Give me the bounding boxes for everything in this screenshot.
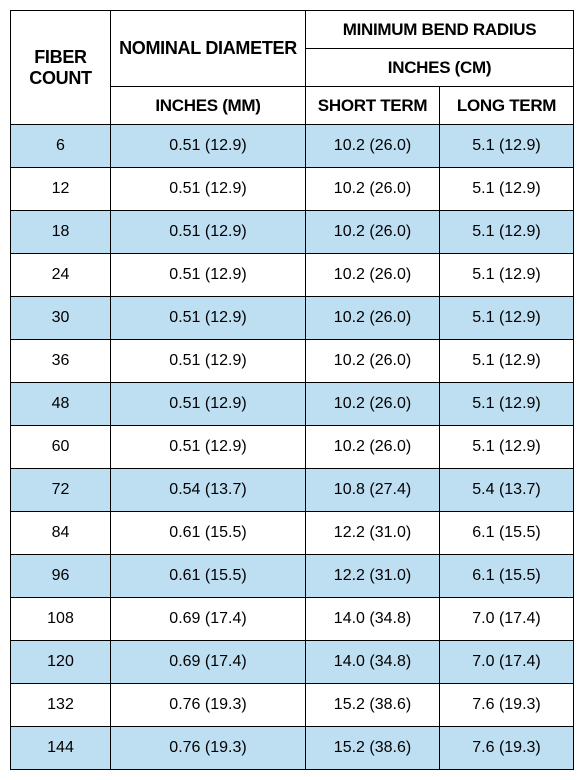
table-row: 300.51 (12.9)10.2 (26.0)5.1 (12.9) <box>11 297 574 340</box>
cell-short-term: 10.2 (26.0) <box>306 125 440 168</box>
table-row: 960.61 (15.5)12.2 (31.0)6.1 (15.5) <box>11 555 574 598</box>
cell-long-term: 5.1 (12.9) <box>440 168 574 211</box>
col-header-min-bend-radius: MINIMUM BEND RADIUS <box>306 11 574 49</box>
cell-fiber-count: 120 <box>11 641 111 684</box>
cell-long-term: 5.4 (13.7) <box>440 469 574 512</box>
table-row: 480.51 (12.9)10.2 (26.0)5.1 (12.9) <box>11 383 574 426</box>
cell-short-term: 10.2 (26.0) <box>306 426 440 469</box>
cell-short-term: 10.2 (26.0) <box>306 383 440 426</box>
cell-short-term: 10.2 (26.0) <box>306 254 440 297</box>
cell-nominal-diameter: 0.51 (12.9) <box>111 426 306 469</box>
cell-fiber-count: 18 <box>11 211 111 254</box>
cell-long-term: 5.1 (12.9) <box>440 211 574 254</box>
cell-short-term: 10.2 (26.0) <box>306 297 440 340</box>
cell-nominal-diameter: 0.51 (12.9) <box>111 254 306 297</box>
table-row: 180.51 (12.9)10.2 (26.0)5.1 (12.9) <box>11 211 574 254</box>
cell-fiber-count: 132 <box>11 684 111 727</box>
cell-nominal-diameter: 0.61 (15.5) <box>111 512 306 555</box>
table-row: 360.51 (12.9)10.2 (26.0)5.1 (12.9) <box>11 340 574 383</box>
cell-long-term: 6.1 (15.5) <box>440 555 574 598</box>
cell-fiber-count: 48 <box>11 383 111 426</box>
cell-short-term: 14.0 (34.8) <box>306 598 440 641</box>
table-row: 1440.76 (19.3)15.2 (38.6)7.6 (19.3) <box>11 727 574 770</box>
table-row: 60.51 (12.9)10.2 (26.0)5.1 (12.9) <box>11 125 574 168</box>
cell-fiber-count: 6 <box>11 125 111 168</box>
table-row: 1200.69 (17.4)14.0 (34.8)7.0 (17.4) <box>11 641 574 684</box>
cell-nominal-diameter: 0.51 (12.9) <box>111 340 306 383</box>
table-row: 720.54 (13.7)10.8 (27.4)5.4 (13.7) <box>11 469 574 512</box>
cell-nominal-diameter: 0.51 (12.9) <box>111 297 306 340</box>
cell-long-term: 7.6 (19.3) <box>440 684 574 727</box>
col-header-short-term: SHORT TERM <box>306 87 440 125</box>
table-row: 600.51 (12.9)10.2 (26.0)5.1 (12.9) <box>11 426 574 469</box>
cell-short-term: 12.2 (31.0) <box>306 512 440 555</box>
cell-short-term: 10.2 (26.0) <box>306 340 440 383</box>
cell-nominal-diameter: 0.51 (12.9) <box>111 383 306 426</box>
cell-fiber-count: 96 <box>11 555 111 598</box>
col-header-long-term: LONG TERM <box>440 87 574 125</box>
cell-fiber-count: 60 <box>11 426 111 469</box>
cell-nominal-diameter: 0.61 (15.5) <box>111 555 306 598</box>
cell-short-term: 15.2 (38.6) <box>306 727 440 770</box>
cell-short-term: 10.2 (26.0) <box>306 168 440 211</box>
cell-short-term: 12.2 (31.0) <box>306 555 440 598</box>
cell-fiber-count: 84 <box>11 512 111 555</box>
cell-long-term: 6.1 (15.5) <box>440 512 574 555</box>
cell-nominal-diameter: 0.76 (19.3) <box>111 684 306 727</box>
col-header-fiber-count: FIBER COUNT <box>11 11 111 125</box>
cell-nominal-diameter: 0.69 (17.4) <box>111 641 306 684</box>
table-body: 60.51 (12.9)10.2 (26.0)5.1 (12.9)120.51 … <box>11 125 574 770</box>
cell-short-term: 14.0 (34.8) <box>306 641 440 684</box>
cell-short-term: 15.2 (38.6) <box>306 684 440 727</box>
cell-long-term: 5.1 (12.9) <box>440 383 574 426</box>
col-header-inches-cm: INCHES (CM) <box>306 49 574 87</box>
table-row: 840.61 (15.5)12.2 (31.0)6.1 (15.5) <box>11 512 574 555</box>
cell-fiber-count: 12 <box>11 168 111 211</box>
cell-fiber-count: 24 <box>11 254 111 297</box>
cell-long-term: 5.1 (12.9) <box>440 125 574 168</box>
cell-long-term: 7.0 (17.4) <box>440 598 574 641</box>
cell-short-term: 10.8 (27.4) <box>306 469 440 512</box>
table-header: FIBER COUNT NOMINAL DIAMETER MINIMUM BEN… <box>11 11 574 125</box>
cell-nominal-diameter: 0.51 (12.9) <box>111 168 306 211</box>
cell-nominal-diameter: 0.69 (17.4) <box>111 598 306 641</box>
table-row: 1320.76 (19.3)15.2 (38.6)7.6 (19.3) <box>11 684 574 727</box>
cell-nominal-diameter: 0.51 (12.9) <box>111 125 306 168</box>
cell-long-term: 5.1 (12.9) <box>440 340 574 383</box>
table-row: 1080.69 (17.4)14.0 (34.8)7.0 (17.4) <box>11 598 574 641</box>
cell-nominal-diameter: 0.76 (19.3) <box>111 727 306 770</box>
cell-long-term: 7.0 (17.4) <box>440 641 574 684</box>
table-row: 120.51 (12.9)10.2 (26.0)5.1 (12.9) <box>11 168 574 211</box>
cell-long-term: 5.1 (12.9) <box>440 426 574 469</box>
cell-long-term: 7.6 (19.3) <box>440 727 574 770</box>
col-header-inches-mm: INCHES (MM) <box>111 87 306 125</box>
cell-fiber-count: 30 <box>11 297 111 340</box>
cell-long-term: 5.1 (12.9) <box>440 297 574 340</box>
cell-nominal-diameter: 0.51 (12.9) <box>111 211 306 254</box>
cell-long-term: 5.1 (12.9) <box>440 254 574 297</box>
cell-fiber-count: 72 <box>11 469 111 512</box>
table-row: 240.51 (12.9)10.2 (26.0)5.1 (12.9) <box>11 254 574 297</box>
cell-short-term: 10.2 (26.0) <box>306 211 440 254</box>
cell-fiber-count: 144 <box>11 727 111 770</box>
cell-fiber-count: 36 <box>11 340 111 383</box>
fiber-spec-table: FIBER COUNT NOMINAL DIAMETER MINIMUM BEN… <box>10 10 574 770</box>
cell-nominal-diameter: 0.54 (13.7) <box>111 469 306 512</box>
col-header-nominal-diameter: NOMINAL DIAMETER <box>111 11 306 87</box>
cell-fiber-count: 108 <box>11 598 111 641</box>
